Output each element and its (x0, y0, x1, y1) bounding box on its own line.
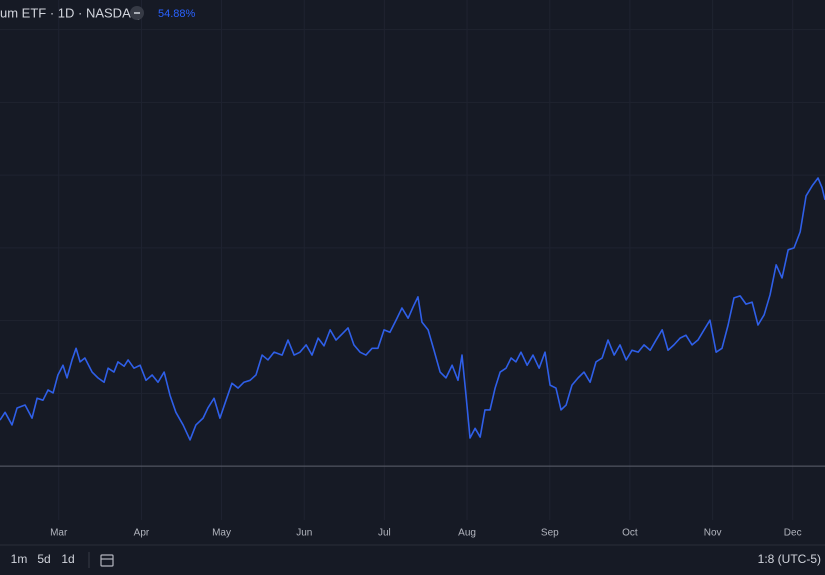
price-line (0, 177, 825, 441)
x-tick-label: Dec (784, 528, 802, 539)
symbol-title: um ETF · 1D · NASDAQ (0, 5, 141, 20)
calendar-icon[interactable] (100, 554, 114, 567)
x-tick-label: Jun (296, 528, 312, 539)
icon-part (100, 554, 114, 567)
change-value: 54.88% (158, 8, 196, 20)
plot: Mar Apr May Jun Jul Aug Sep Oct Nov Dec (0, 0, 825, 539)
x-tick-label: May (212, 528, 231, 539)
x-tick-label: Sep (541, 528, 559, 539)
x-tick-label: Mar (50, 528, 68, 539)
range-button[interactable]: 5d (37, 552, 50, 566)
toolbar: 1m 5d 1d (11, 552, 75, 566)
x-tick-label: Jul (378, 528, 391, 539)
range-button[interactable]: 1m (11, 552, 28, 566)
timezone[interactable]: 1:8 (UTC-5) (758, 552, 821, 566)
x-tick-label: Nov (704, 528, 722, 539)
x-tick-label: Apr (134, 528, 150, 539)
x-tick-label: Aug (458, 528, 476, 539)
range-button[interactable]: 1d (61, 552, 74, 566)
x-tick-label: Oct (622, 528, 638, 539)
